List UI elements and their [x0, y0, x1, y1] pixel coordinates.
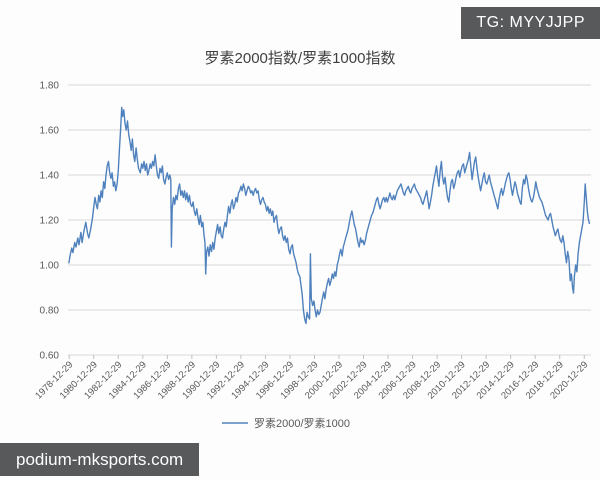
y-axis-tick-label: 1.60: [40, 126, 60, 137]
telegram-badge: TG: MYYJJPP: [461, 7, 600, 39]
y-axis-tick-label: 1.80: [40, 81, 60, 92]
y-axis-tick-label: 1.20: [40, 216, 60, 227]
chart-legend: 罗素2000/罗素1000: [0, 415, 586, 431]
legend-label: 罗素2000/罗素1000: [254, 418, 350, 430]
y-axis-tick-label: 0.60: [40, 351, 60, 362]
y-axis-tick-label: 1.00: [40, 261, 60, 272]
y-axis-tick-label: 0.80: [40, 306, 60, 317]
watermark-badge: podium-mksports.com: [0, 443, 200, 476]
ratio-line-chart: 0.600.801.001.201.401.601.801978-12-2919…: [33, 81, 591, 401]
y-axis-tick-label: 1.40: [40, 171, 60, 182]
series-line: [68, 106, 591, 325]
legend-line-sample: [222, 422, 248, 424]
chart-title: 罗素2000指数/罗素1000指数: [204, 50, 396, 67]
